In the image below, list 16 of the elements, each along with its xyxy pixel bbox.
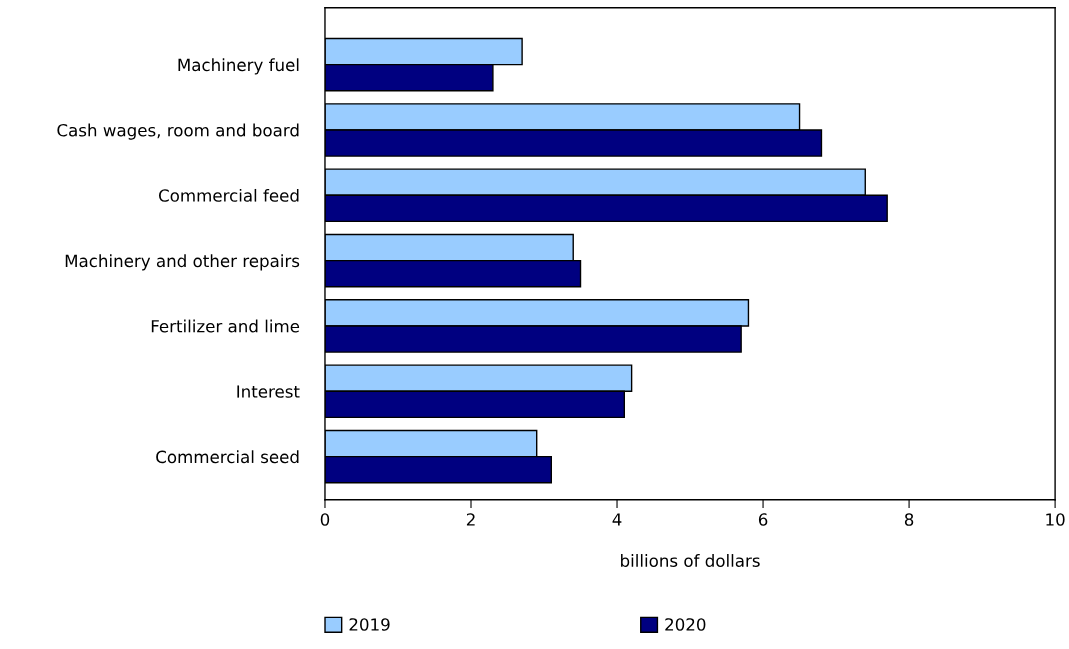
x-tick-label: 10	[1046, 513, 1065, 526]
x-tick-label: 4	[612, 513, 622, 526]
y-tick-label: Machinery and other repairs	[65, 254, 300, 271]
y-tick-label: Interest	[237, 385, 300, 398]
x-tick-label: 2	[466, 513, 475, 526]
x-tick-label: 6	[758, 513, 768, 526]
y-tick-label: Machinery fuel	[178, 58, 299, 75]
y-tick-label: Fertilizer and lime	[151, 319, 300, 333]
y-tick-label: Commercial seed	[156, 450, 299, 464]
y-tick-label: Cash wages, room and board	[57, 123, 299, 140]
x-tick-label: 0	[320, 513, 330, 526]
x-axis-title: billions of dollars	[621, 554, 760, 567]
x-tick-label: 8	[904, 513, 914, 526]
y-tick-label: Commercial feed	[158, 188, 299, 202]
legend-label: 2019	[349, 618, 390, 631]
legend-label: 2020	[665, 618, 706, 631]
